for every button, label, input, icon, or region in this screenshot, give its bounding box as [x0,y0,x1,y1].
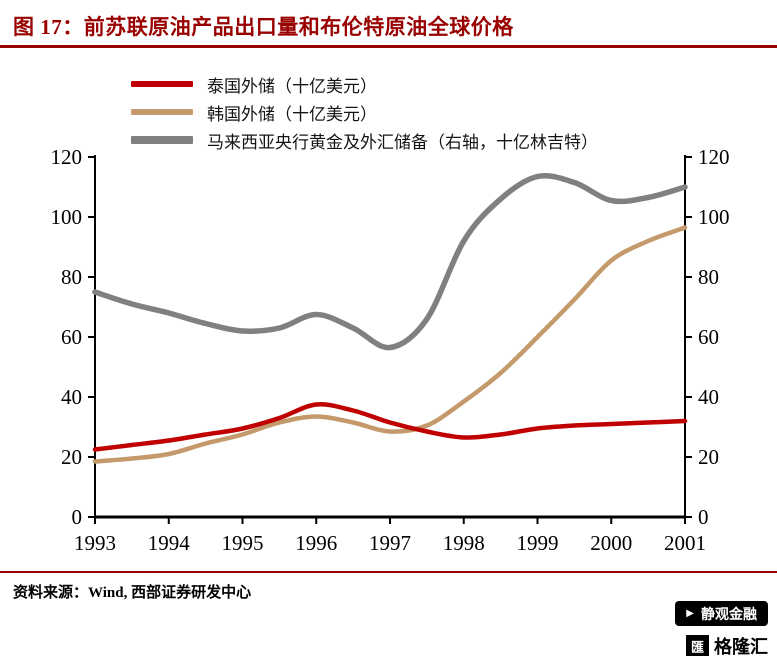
svg-text:60: 60 [698,325,719,349]
svg-text:1996: 1996 [295,531,337,555]
svg-text:1995: 1995 [222,531,264,555]
legend-item-malaysia: 马来西亚央行黄金及外汇储备（右轴，十亿林吉特） [131,130,598,152]
play-icon: ▶ [686,607,694,619]
svg-text:40: 40 [698,385,719,409]
svg-text:1997: 1997 [369,531,411,555]
gelonghui-logo: 匯 格隆汇 [686,633,768,656]
svg-text:1999: 1999 [517,531,559,555]
svg-text:0: 0 [72,505,83,529]
gelonghui-logo-text: 格隆汇 [714,637,768,656]
figure-title: 图 17：前苏联原油产品出口量和布伦特原油全球价格 [13,15,514,39]
svg-text:0: 0 [698,505,709,529]
legend-label-thailand: 泰国外储（十亿美元） [207,76,377,96]
svg-text:80: 80 [698,265,719,289]
title-underline [0,45,777,48]
svg-text:20: 20 [61,445,82,469]
svg-text:120: 120 [51,145,83,169]
svg-text:100: 100 [698,205,730,229]
legend-swatch-thailand [131,81,193,87]
svg-text:2000: 2000 [590,531,632,555]
legend-label-malaysia: 马来西亚央行黄金及外汇储备（右轴，十亿林吉特） [207,132,598,152]
svg-text:40: 40 [61,385,82,409]
svg-text:1994: 1994 [148,531,191,555]
legend-swatch-malaysia [131,136,193,144]
hui-glyph-icon: 匯 [686,634,709,656]
svg-text:1998: 1998 [443,531,485,555]
source-note: 资料来源：Wind, 西部证券研发中心 [13,585,252,601]
svg-text:80: 80 [61,265,82,289]
svg-text:1993: 1993 [74,531,116,555]
watermark-banner-text: 静观金融 [701,606,757,623]
svg-text:100: 100 [51,205,83,229]
watermark: ▶ 静观金融 匯 格隆汇 [675,601,768,656]
line-chart: 0 20 40 60 80 100 120 0 20 40 60 80 100 120 1993 1994 19… [51,145,730,555]
svg-text:120: 120 [698,145,730,169]
chart-legend: 泰国外储（十亿美元） 韩国外储（十亿美元） 马来西亚央行黄金及外汇储备（右轴，十… [131,74,598,152]
legend-item-thailand: 泰国外储（十亿美元） [131,74,598,96]
legend-item-korea: 韩国外储（十亿美元） [131,102,598,124]
legend-swatch-korea [131,109,193,115]
svg-text:60: 60 [61,325,82,349]
watermark-banner: ▶ 静观金融 [675,601,768,626]
legend-label-korea: 韩国外储（十亿美元） [207,104,377,124]
svg-text:20: 20 [698,445,719,469]
svg-text:2001: 2001 [664,531,706,555]
footer-divider [0,571,777,573]
